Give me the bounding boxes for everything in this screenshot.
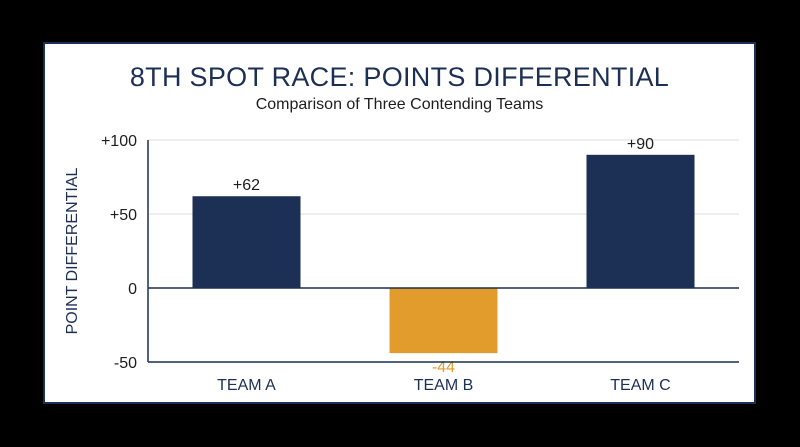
data-label: +90 (627, 136, 654, 153)
x-tick-label: TEAM B (414, 377, 474, 394)
chart-subtitle: Comparison of Three Contending Teams (255, 96, 544, 113)
y-tick-label: +100 (101, 133, 137, 150)
bar (389, 288, 498, 354)
y-tick-label: 0 (128, 281, 137, 298)
chart-card: 8TH SPOT RACE: POINTS DIFFERENTIAL Compa… (43, 42, 756, 404)
data-label: +62 (233, 177, 260, 194)
chart-title: 8TH SPOT RACE: POINTS DIFFERENTIAL (129, 62, 670, 92)
bar (586, 154, 695, 288)
data-label: -44 (432, 359, 455, 376)
bar-chart: +100 +50 0 -50 POINT DIFFERENTIAL +62 TEAM A -4… (64, 133, 739, 394)
y-tick-label: -50 (114, 355, 137, 372)
y-axis-label: POINT DIFFERENTIAL (64, 167, 81, 334)
x-tick-label: TEAM A (217, 377, 276, 394)
y-tick-label: +50 (110, 207, 137, 224)
bar (192, 196, 301, 288)
x-tick-label: TEAM C (610, 377, 670, 394)
